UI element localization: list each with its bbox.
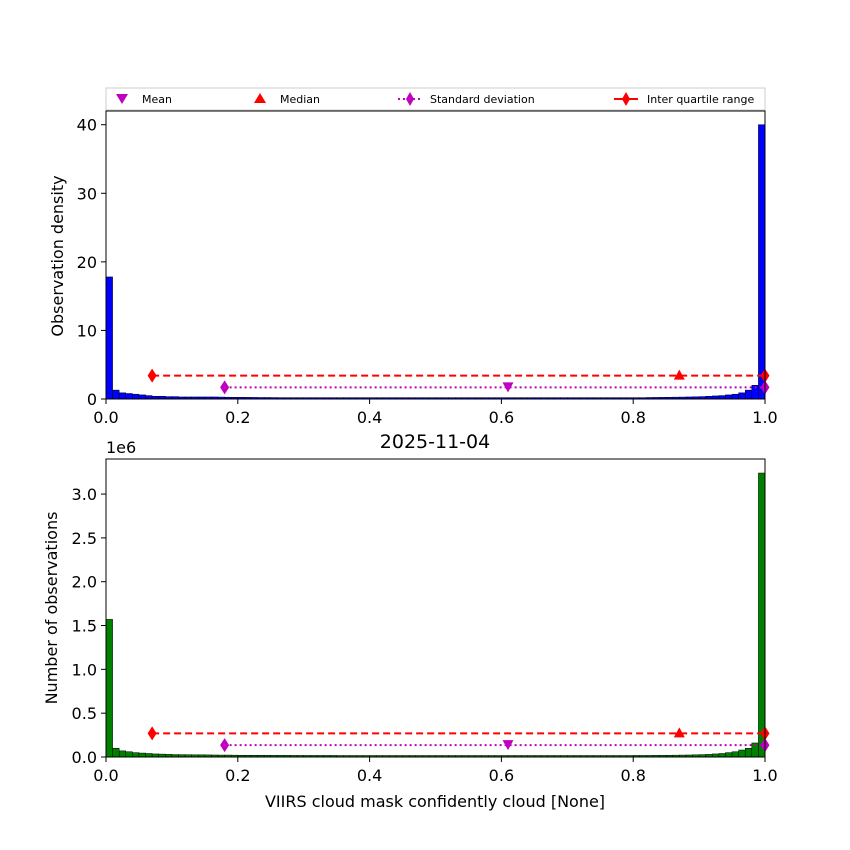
y-tick-label: 20 [77,253,97,272]
histogram-bar [718,395,726,400]
histogram-bar [138,394,146,400]
histogram-bar [731,393,739,400]
mean-marker [502,382,514,393]
legend-label-mean: Mean [142,93,172,106]
median-marker-icon [254,93,266,103]
count-histogram-panel: 0.0 0.2 0.4 0.6 0.8 1.0 0.0 0.5 1.0 1.5 2.0 2.5 3.0 [72,458,778,785]
x-tick-label: 0.8 [620,766,645,785]
histogram-bar [112,747,120,758]
histogram-bar [738,392,746,400]
std-low-marker [220,738,230,753]
legend-entry-std: Standard deviation [398,92,535,106]
histogram-bar [738,749,746,758]
iqr-low-marker [147,368,157,383]
y-tick-label: 3.0 [72,485,97,504]
legend-frame [105,87,766,111]
histogram-bar [118,392,127,400]
histogram-bar [118,750,127,758]
y-tick-label: 2.5 [72,529,97,548]
legend-entry-median: Median [254,93,320,106]
histogram-bar [125,751,133,758]
x-tick-label: 0.6 [489,408,514,427]
x-tick-label: 0.2 [225,766,250,785]
histogram-bar [725,394,733,400]
std-marker-icon [406,92,414,106]
legend: Mean Median Standard deviation Inter qua… [105,87,766,111]
histogram-bar [718,753,726,758]
y-tick-label: 1.0 [72,660,97,679]
x-tick-label: 1.0 [752,408,777,427]
histogram-bar [145,753,153,758]
x-tick-label: 0.8 [620,408,645,427]
std-low-marker [220,380,230,395]
histogram-bar [105,619,113,758]
x-axis-label: VIIRS cloud mask confidently cloud [None… [265,792,605,811]
legend-entry-iqr: Inter quartile range [614,92,754,106]
x-tick-label: 0.4 [357,408,382,427]
histogram-bar [125,393,133,400]
chart-title: 2025-11-04 [380,431,490,453]
x-tick-label: 1.0 [752,766,777,785]
histogram-bar [758,124,766,400]
histogram-bar [138,752,146,758]
y-tick-label: 0.5 [72,704,97,723]
legend-entry-mean: Mean [116,93,172,106]
histogram-bar [145,395,153,400]
y-tick-label: 2.0 [72,573,97,592]
histogram-bar [744,747,753,758]
density-histogram-panel: 0.0 0.2 0.4 0.6 0.8 1.0 0 10 20 30 40 [77,110,778,427]
x-tick-label: 0.4 [357,766,382,785]
median-marker [673,369,685,380]
histogram-bar [725,752,733,758]
mean-marker [502,740,514,751]
histogram-bar [105,276,113,400]
iqr-marker-icon [622,92,630,106]
legend-label-std: Standard deviation [430,93,535,106]
x-tick-label: 0.2 [225,408,250,427]
histogram-bar [744,389,753,400]
histogram-bar [132,752,140,758]
median-marker [673,727,685,738]
y-tick-label: 40 [77,116,97,135]
y-tick-label: 30 [77,184,97,203]
axes-frame [105,458,766,758]
y-tick-label: 1.5 [72,617,97,636]
y-tick-label: 0 [87,390,97,409]
y-tick-label: 0.0 [72,748,97,767]
y-tick-label: 10 [77,321,97,340]
x-tick-label: 0.0 [93,766,118,785]
bottom-y-offset-label: 1e6 [106,438,136,457]
iqr-low-marker [147,726,157,741]
bottom-y-axis-label: Number of observations [42,512,61,705]
histogram-bar [731,751,739,758]
top-y-axis-label: Observation density [48,175,67,336]
legend-label-iqr: Inter quartile range [647,93,754,106]
axes-frame [105,110,766,400]
x-tick-label: 0.6 [489,766,514,785]
x-tick-label: 0.0 [93,408,118,427]
histogram-bar [758,472,766,758]
histogram-bar [132,393,140,400]
legend-label-median: Median [280,93,320,106]
mean-marker-icon [116,94,128,104]
histogram-bar [112,389,120,400]
